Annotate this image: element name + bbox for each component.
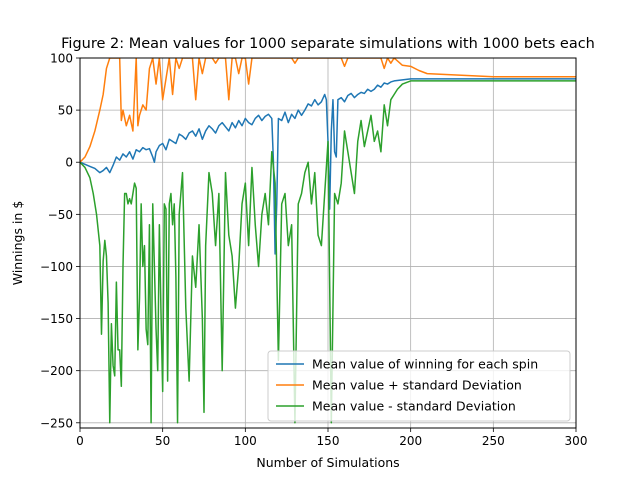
x-tick-label: 300	[565, 434, 588, 448]
series-layer	[80, 58, 576, 424]
series-line-1	[80, 78, 576, 255]
x-tick-label: 150	[317, 434, 340, 448]
x-tick-label: 100	[234, 434, 257, 448]
y-tick-label: 100	[50, 52, 73, 66]
x-tick-label: 250	[482, 434, 505, 448]
y-tick-label: −200	[40, 364, 73, 378]
series-line-3	[80, 80, 576, 424]
x-tick-label: 200	[399, 434, 422, 448]
y-tick-label: 0	[65, 156, 73, 170]
chart-title: Figure 2: Mean values for 1000 separate …	[61, 36, 595, 52]
legend-label-3: Mean value - standard Deviation	[312, 399, 516, 414]
legend-box	[267, 350, 571, 422]
x-tick-label: 0	[76, 434, 84, 448]
legend-label-2: Mean value + standard Deviation	[312, 378, 522, 393]
legend-label-1: Mean value of winning for each spin	[312, 357, 538, 372]
series-line-2	[80, 58, 576, 163]
y-tick-label: −150	[40, 312, 73, 326]
axis-ticks: 0 50 100 150 200 250 300 −250 −200 −150 −100 −50 0 50…	[40, 52, 587, 449]
x-axis-label: Number of Simulations	[256, 455, 399, 470]
y-tick-label: −100	[40, 260, 73, 274]
x-tick-label: 50	[155, 434, 170, 448]
legend: Mean value of winning for each spin Mean …	[267, 350, 571, 422]
y-tick-label: −250	[40, 416, 73, 430]
y-tick-label: 50	[58, 104, 73, 118]
y-axis-label: Winnings in $	[10, 201, 25, 286]
y-tick-label: −50	[48, 208, 73, 222]
